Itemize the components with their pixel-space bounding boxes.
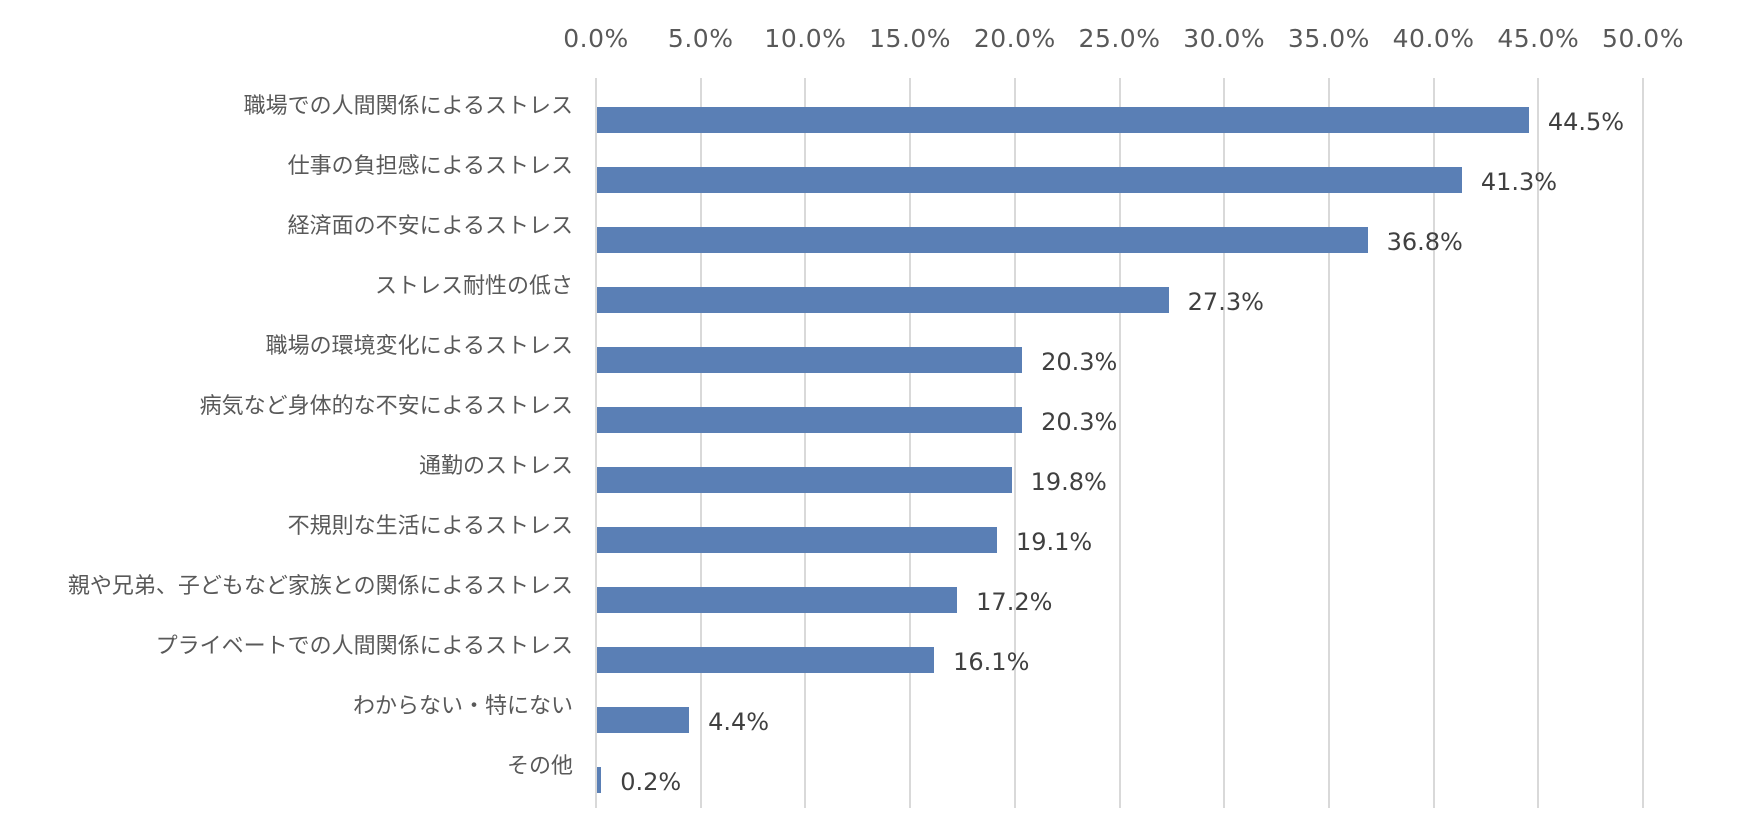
bar — [597, 107, 1529, 133]
value-label: 44.5% — [1547, 108, 1625, 136]
gridline — [1327, 78, 1330, 808]
value-label: 20.3% — [1041, 348, 1118, 376]
x-tick-label: 35.0% — [1287, 24, 1370, 53]
gridline — [909, 78, 912, 808]
x-tick-label: 15.0% — [869, 24, 952, 53]
bar — [597, 407, 1023, 433]
value-label: 36.8% — [1386, 228, 1463, 256]
category-label: 仕事の負担感によるストレス — [287, 154, 573, 179]
category-label: 職場の環境変化によるストレス — [265, 334, 573, 359]
value-label: 19.1% — [1015, 528, 1093, 556]
value-label: 20.3% — [1041, 408, 1118, 436]
x-tick-label: 40.0% — [1392, 24, 1475, 53]
value-label: 19.8% — [1030, 468, 1107, 496]
bar — [597, 767, 602, 793]
category-label: 経済面の不安によるストレス — [287, 214, 573, 239]
category-label: 通勤のストレス — [418, 454, 573, 479]
bar — [597, 587, 958, 613]
x-tick-label: 50.0% — [1602, 24, 1684, 53]
category-label: 親や兄弟、子どもなど家族との関係によるストレス — [67, 574, 573, 599]
category-label: わからない・特にない — [352, 694, 573, 719]
category-label: 職場での人間関係によるストレス — [243, 94, 573, 119]
bar — [597, 227, 1368, 253]
gridline — [1642, 78, 1644, 808]
gridline — [804, 78, 807, 808]
x-tick-label: 30.0% — [1183, 24, 1266, 53]
category-label: 病気など身体的な不安によるストレス — [199, 394, 573, 419]
gridline — [595, 78, 597, 808]
category-label: プライベートでの人間関係によるストレス — [155, 634, 573, 659]
bar — [597, 347, 1023, 373]
category-label: 不規則な生活によるストレス — [287, 514, 573, 539]
bar — [597, 287, 1169, 313]
gridline — [1223, 78, 1226, 808]
x-tick-label: 25.0% — [1078, 24, 1161, 53]
value-label: 17.2% — [976, 588, 1053, 616]
x-tick-label: 45.0% — [1497, 24, 1580, 53]
bar — [597, 527, 997, 553]
bar — [597, 167, 1462, 193]
gridline — [1013, 78, 1016, 808]
category-label: その他 — [506, 754, 573, 779]
bar — [597, 707, 690, 733]
gridline — [1537, 78, 1540, 808]
bar — [597, 467, 1012, 493]
value-label: 0.2% — [620, 768, 682, 796]
x-tick-label: 5.0% — [667, 24, 734, 53]
value-label: 4.4% — [708, 708, 770, 736]
gridline — [699, 78, 702, 808]
gridline — [1118, 78, 1121, 808]
x-tick-label: 0.0% — [563, 24, 629, 53]
value-label: 41.3% — [1480, 168, 1558, 196]
x-tick-label: 20.0% — [973, 24, 1056, 53]
x-tick-label: 10.0% — [764, 24, 847, 53]
gridline — [1432, 78, 1435, 808]
bar — [597, 647, 935, 673]
category-label: ストレス耐性の低さ — [374, 274, 573, 299]
value-label: 27.3% — [1187, 288, 1264, 316]
value-label: 16.1% — [953, 648, 1030, 676]
